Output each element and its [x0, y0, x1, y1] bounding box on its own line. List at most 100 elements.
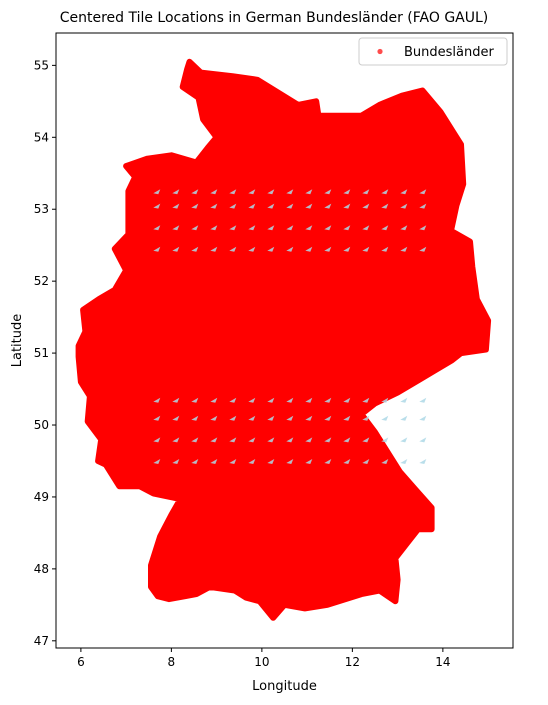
tile-marker-cloud	[75, 58, 492, 621]
y-tick-label: 53	[34, 202, 49, 216]
tile-gap	[305, 246, 313, 252]
tile-gap	[172, 189, 180, 195]
tile-gap	[305, 225, 313, 231]
tile-gap	[362, 203, 370, 209]
tile-gap	[210, 459, 218, 464]
tile-gap	[381, 225, 389, 231]
tile-gap	[153, 397, 161, 403]
tile-gap	[229, 225, 237, 231]
tile-gap	[286, 415, 294, 421]
tile-gap	[210, 246, 218, 252]
y-tick-label: 47	[34, 634, 49, 648]
legend-box	[358, 37, 508, 66]
y-tick-label: 54	[34, 130, 49, 144]
tile-gap	[191, 459, 199, 464]
tile-gap	[191, 437, 199, 443]
x-tick-label: 14	[435, 655, 450, 669]
tile-gap	[210, 397, 218, 403]
tile-gap	[400, 459, 408, 464]
tile-gap	[362, 225, 370, 231]
tile-gap	[210, 437, 218, 443]
tile-gap	[362, 415, 370, 421]
tile-gap	[343, 246, 351, 252]
tile-gap	[191, 397, 199, 403]
tile-gap	[210, 225, 218, 231]
tile-gap	[229, 437, 237, 443]
tile-gap	[210, 189, 218, 195]
tile-gap	[153, 459, 161, 464]
tile-gap	[248, 415, 256, 421]
y-axis-label: Latitude	[10, 314, 25, 368]
tile-gap	[153, 415, 161, 421]
tile-gap	[362, 189, 370, 195]
tile-gap	[229, 203, 237, 209]
tile-gap	[381, 415, 389, 421]
x-axis-ticks: 6 8 10 12 14	[77, 648, 451, 669]
tile-gap	[343, 437, 351, 443]
tile-gap	[362, 246, 370, 252]
tile-gap	[286, 437, 294, 443]
tile-gap	[191, 203, 199, 209]
tile-gap	[419, 203, 427, 209]
tile-gap	[286, 246, 294, 252]
tile-gap	[305, 437, 313, 443]
tile-gap	[381, 459, 389, 464]
tile-gap	[305, 459, 313, 464]
y-tick-label: 51	[34, 346, 49, 360]
tile-gap	[267, 189, 275, 195]
tile-gap	[172, 225, 180, 231]
y-tick-label: 48	[34, 562, 49, 576]
tile-gap	[381, 203, 389, 209]
tile-gap	[286, 225, 294, 231]
axes-frame	[55, 32, 514, 649]
x-tick-label: 10	[254, 655, 269, 669]
tile-gap	[248, 459, 256, 464]
tile-gap	[419, 459, 427, 464]
tile-gap	[153, 437, 161, 443]
tile-gap	[362, 437, 370, 443]
tile-gap	[172, 203, 180, 209]
tile-gap	[324, 459, 332, 464]
tile-gap	[248, 189, 256, 195]
tile-gap	[324, 203, 332, 209]
tile-gap	[248, 246, 256, 252]
tile-gap	[286, 459, 294, 464]
x-tick-label: 12	[345, 655, 360, 669]
tile-gap	[286, 203, 294, 209]
chart-title: Centered Tile Locations in German Bundes…	[60, 10, 489, 26]
tile-gap	[153, 246, 161, 252]
tile-gap	[172, 459, 180, 464]
tile-gap	[172, 415, 180, 421]
tile-gap	[343, 203, 351, 209]
tile-gap	[267, 225, 275, 231]
x-tick-label: 6	[77, 655, 85, 669]
tile-gap	[210, 415, 218, 421]
tile-gap	[153, 203, 161, 209]
x-axis-label: Longitude	[252, 679, 317, 694]
y-tick-label: 50	[34, 418, 49, 432]
tile-gap	[400, 415, 408, 421]
tile-gap	[267, 459, 275, 464]
tile-gap	[324, 225, 332, 231]
tile-gap	[229, 415, 237, 421]
tile-gap	[305, 203, 313, 209]
tile-gap	[248, 397, 256, 403]
tile-gap	[400, 203, 408, 209]
tile-gap	[172, 437, 180, 443]
tile-gap	[362, 459, 370, 464]
tile-gap	[286, 397, 294, 403]
tile-gap	[419, 415, 427, 421]
tile-gap	[267, 437, 275, 443]
tile-gap	[324, 437, 332, 443]
tile-gap	[229, 397, 237, 403]
tile-gap	[419, 397, 427, 403]
tile-gap	[343, 225, 351, 231]
tile-gap	[191, 246, 199, 252]
tile-gap	[191, 225, 199, 231]
tile-gap	[400, 189, 408, 195]
tile-gap	[267, 203, 275, 209]
tile-gap	[343, 415, 351, 421]
tile-gap	[381, 437, 389, 443]
